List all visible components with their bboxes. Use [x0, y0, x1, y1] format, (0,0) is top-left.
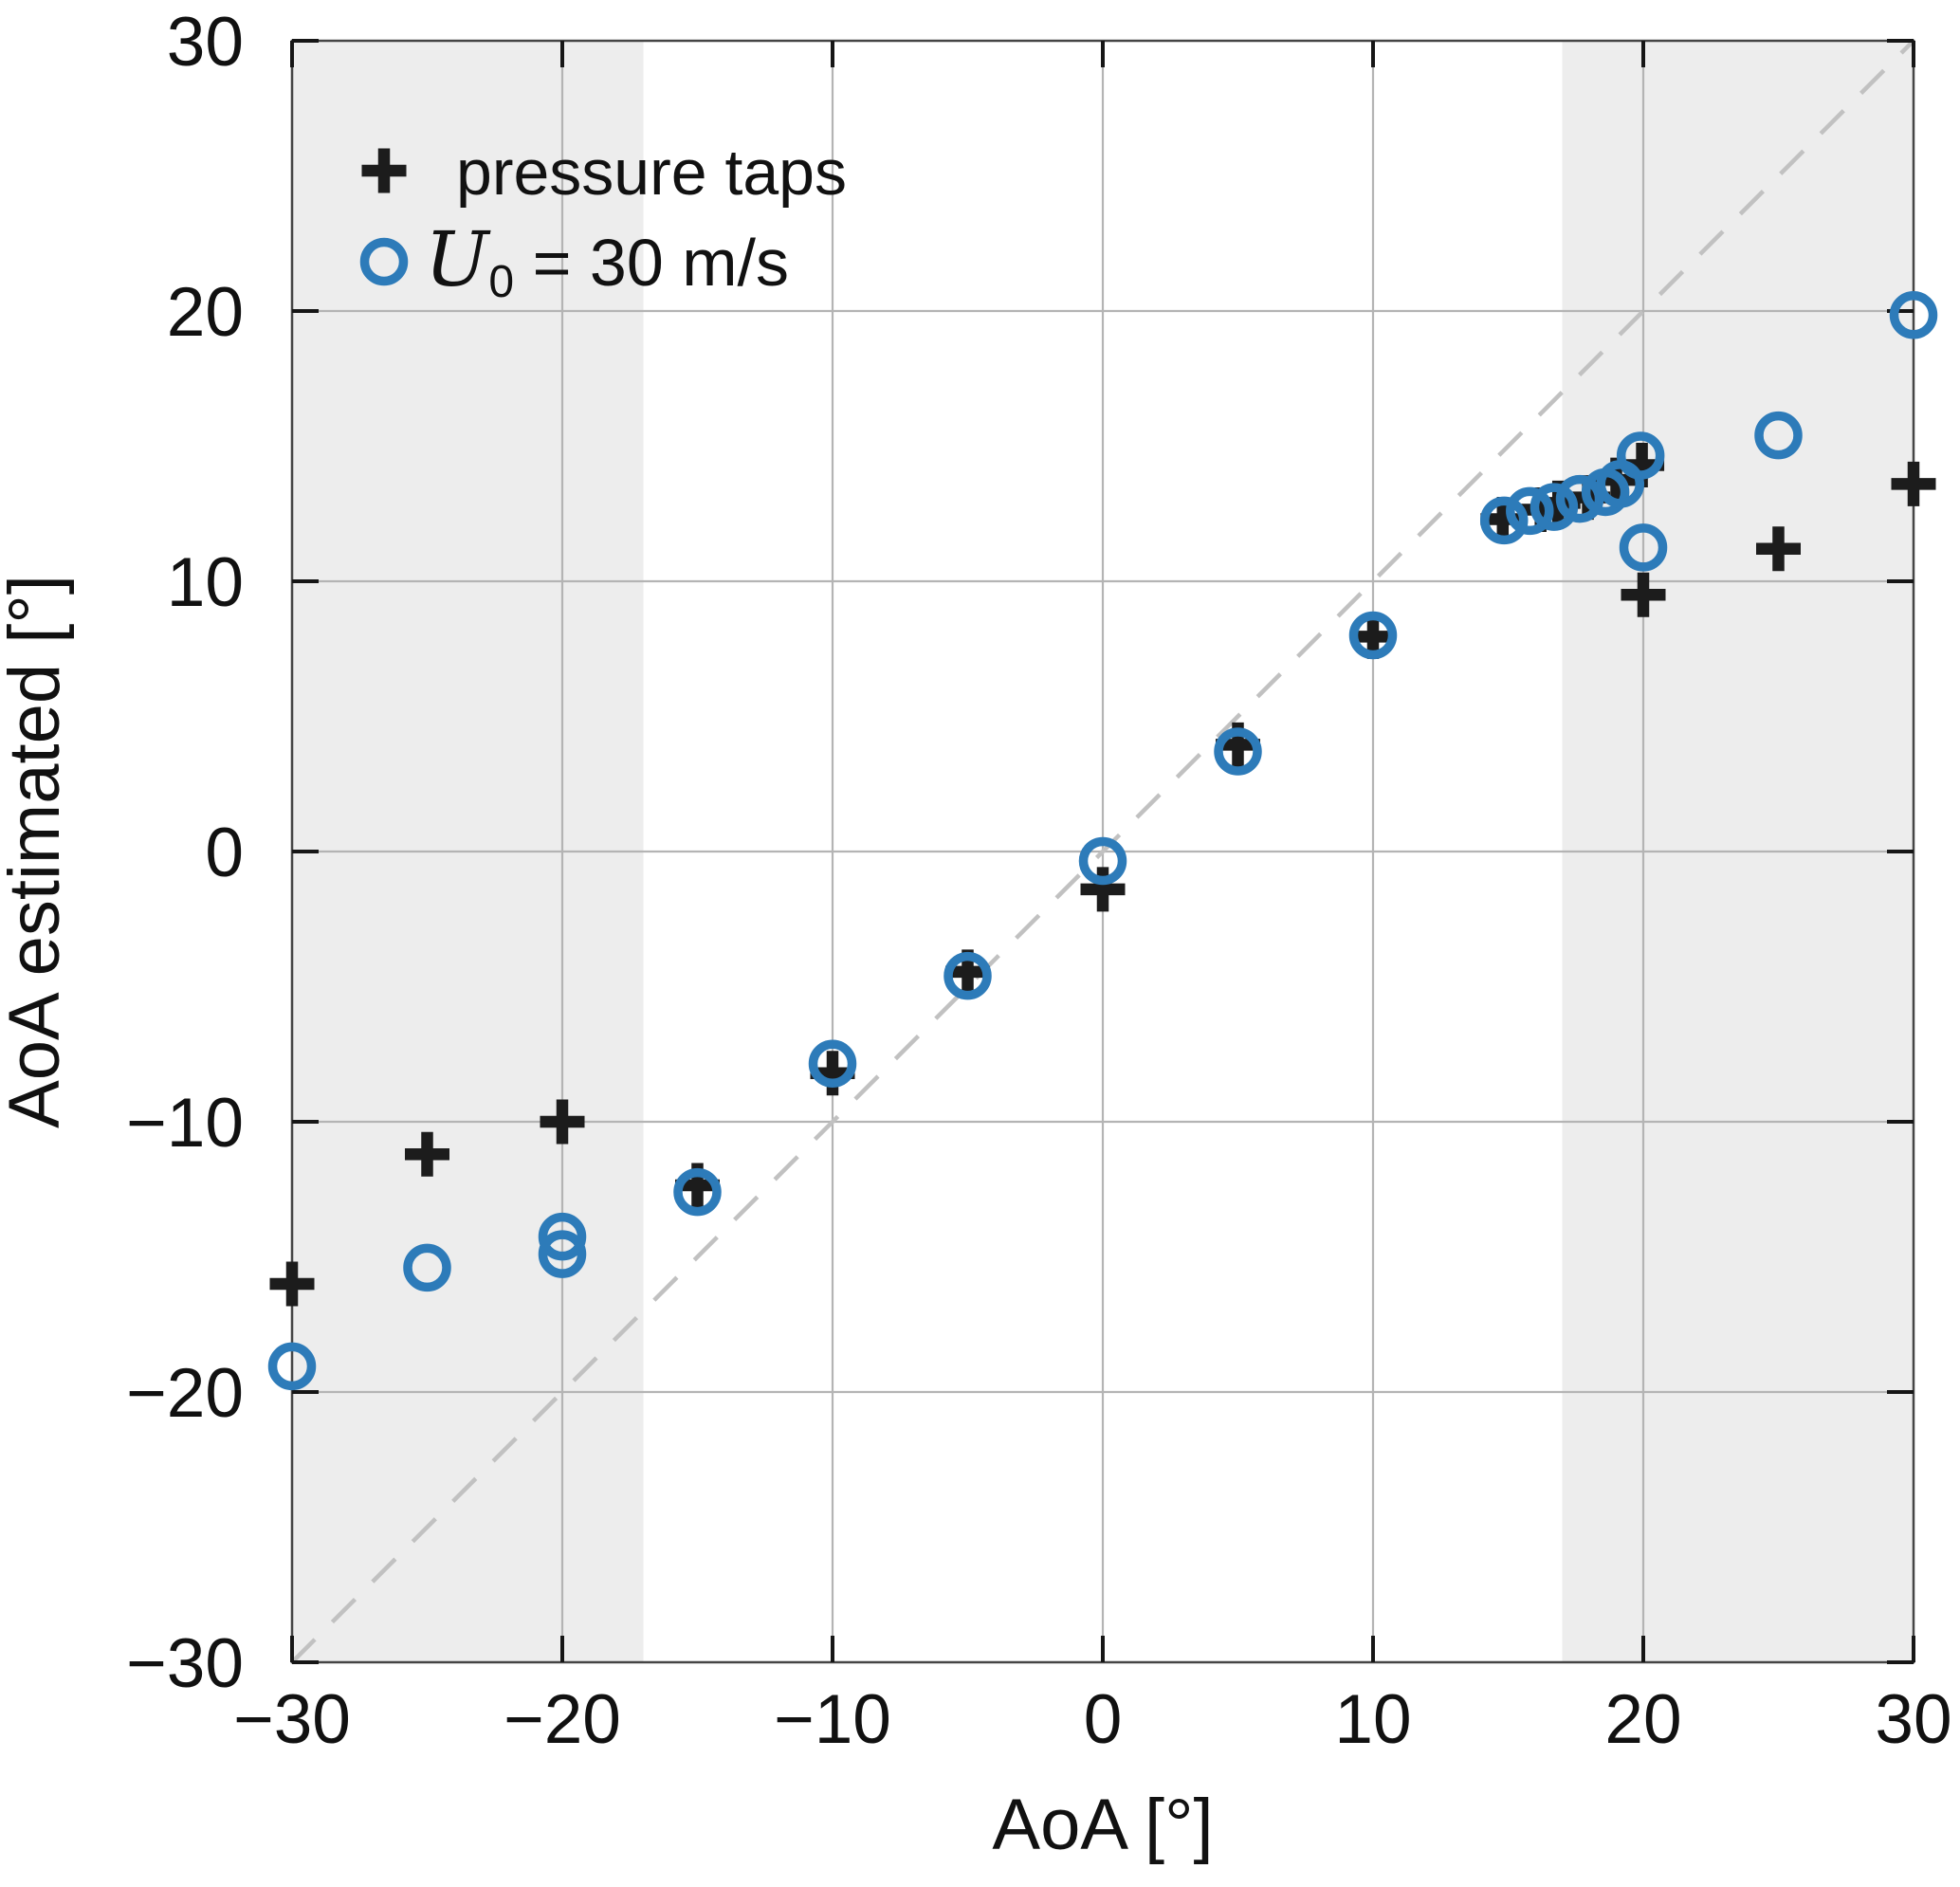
data-point-circle [943, 951, 992, 1000]
x-tick-label: −30 [233, 1681, 351, 1758]
data-point-plus [1080, 867, 1126, 912]
y-tick-label: −10 [126, 1085, 244, 1162]
x-tick-label: −20 [504, 1681, 621, 1758]
y-tick-label: −20 [126, 1355, 244, 1432]
data-point-circle [538, 1212, 587, 1261]
data-point-circle [538, 1230, 587, 1278]
data-point-circle [1530, 483, 1579, 531]
y-tick-label: −30 [126, 1625, 244, 1702]
series-circle [267, 291, 1938, 1391]
x-tick-label: 0 [1084, 1681, 1123, 1758]
data-point-plus [1891, 461, 1936, 506]
y-tick-label: 20 [167, 274, 244, 351]
data-point-circle [403, 1243, 451, 1292]
data-point-circle [808, 1039, 857, 1088]
data-point-circle [267, 1342, 317, 1391]
x-tick-label: 20 [1604, 1681, 1681, 1758]
legend-circle-marker [359, 237, 409, 286]
data-point-circle [1348, 611, 1398, 660]
data-point-circle [1754, 411, 1803, 460]
y-axis-label: AoA estimated [°] [0, 575, 75, 1128]
tick-marks [290, 39, 1915, 1664]
data-point-plus [405, 1131, 449, 1177]
identity-line [290, 39, 1915, 1664]
data-point-circle [1078, 836, 1127, 886]
data-point-circle [673, 1167, 722, 1217]
data-point-circle [1619, 523, 1668, 572]
y-tick-label: 0 [205, 815, 244, 891]
data-point-circle [1616, 431, 1665, 480]
legend-label-u0-30ms: U0 = 30 m/s [425, 215, 789, 307]
data-point-circle [1479, 496, 1529, 545]
data-point-circle [1555, 474, 1604, 523]
data-point-plus [269, 1261, 315, 1307]
x-tick-label: −10 [774, 1681, 891, 1758]
y-tick-label: 30 [167, 4, 244, 81]
x-tick-label: 30 [1875, 1681, 1951, 1758]
data-point-plus [1621, 572, 1666, 617]
x-axis-label: AoA [°] [992, 1785, 1213, 1865]
legend-label-pressure-taps: pressure taps [456, 137, 847, 209]
data-point-circle [1214, 727, 1262, 776]
y-tick-label: 10 [167, 544, 244, 621]
data-point-plus [540, 1099, 585, 1145]
data-point-circle [1506, 486, 1554, 536]
x-tick-label: 10 [1334, 1681, 1411, 1758]
data-point-plus [1756, 526, 1801, 572]
data-point-circle [1889, 291, 1938, 339]
legend-plus-marker [361, 148, 407, 193]
